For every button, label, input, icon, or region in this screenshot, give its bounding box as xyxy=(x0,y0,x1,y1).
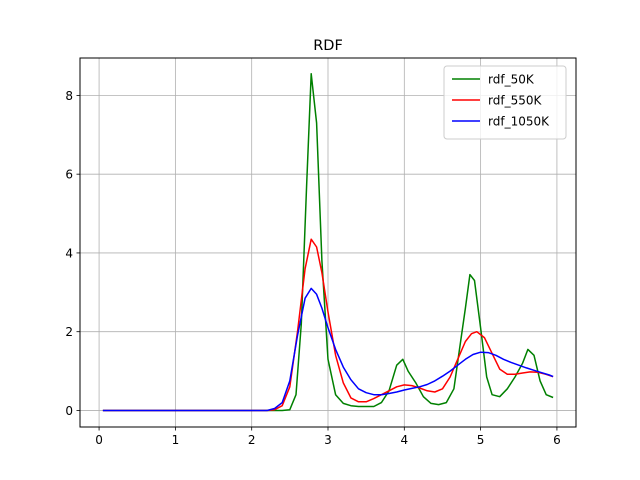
series-line-rdf-550k xyxy=(102,238,554,412)
y-tick-label: 0 xyxy=(65,404,73,418)
x-tick-label: 3 xyxy=(324,433,332,447)
y-tick-label: 2 xyxy=(65,325,73,339)
chart-title: RDF xyxy=(313,38,343,54)
y-tick-label: 6 xyxy=(65,168,73,182)
y-tick-label: 4 xyxy=(65,246,73,260)
x-tick-label: 4 xyxy=(400,433,408,447)
legend: rdf_50K rdf_550K rdf_1050K xyxy=(443,65,567,140)
series-line-rdf-50k xyxy=(102,73,554,412)
legend-label: rdf_550K xyxy=(488,94,542,108)
x-tick-label: 1 xyxy=(172,433,180,447)
series-line-rdf-1050k xyxy=(102,287,554,412)
series-layer xyxy=(102,73,554,412)
y-tick-label: 8 xyxy=(65,89,73,103)
legend-label: rdf_50K xyxy=(488,73,535,87)
x-tick-label: 2 xyxy=(248,433,256,447)
x-tick-label: 0 xyxy=(95,433,103,447)
x-tick-label: 6 xyxy=(553,433,561,447)
x-tick-label: 5 xyxy=(477,433,485,447)
axis-ticks: 0 1 2 3 4 5 6 0 2 4 6 8 xyxy=(65,89,560,447)
legend-label: rdf_1050K xyxy=(488,115,550,129)
